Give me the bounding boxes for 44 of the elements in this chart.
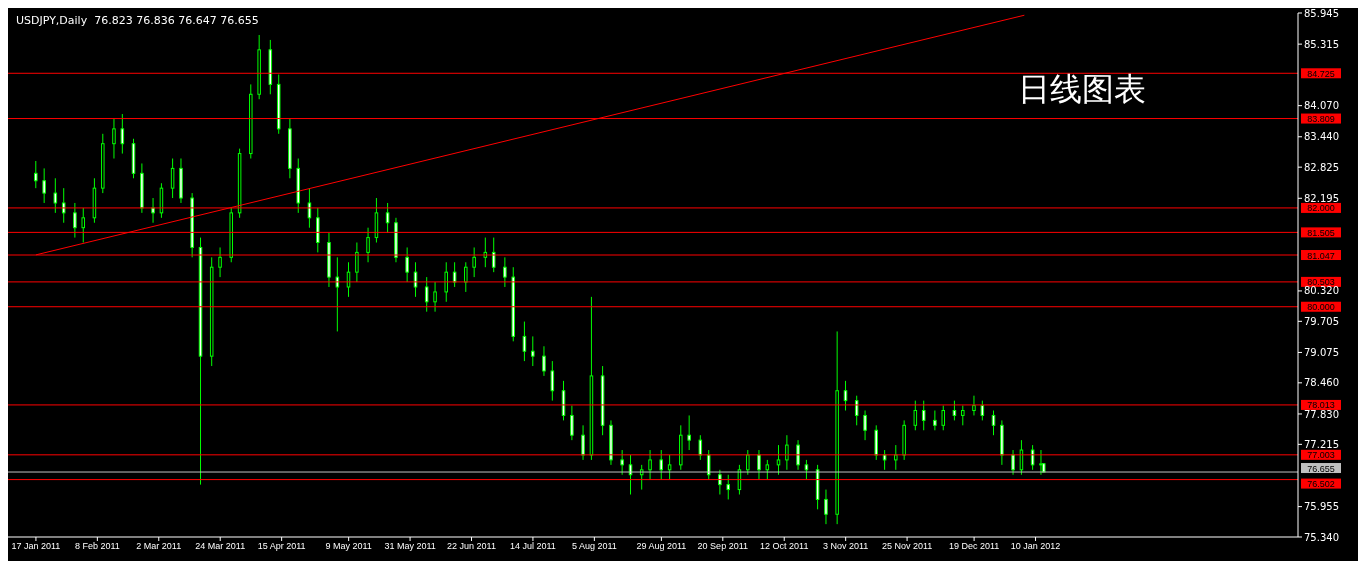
x-tick-label: 5 Aug 2011 bbox=[571, 541, 617, 552]
x-tick-label: 25 Nov 2011 bbox=[881, 541, 933, 552]
x-tick-label: 15 Apr 2011 bbox=[257, 541, 306, 552]
y-tick-label: 85.945 bbox=[1304, 7, 1339, 19]
y-tick-label: 75.955 bbox=[1304, 501, 1339, 513]
ref-line-label: 76.502 bbox=[1307, 479, 1335, 490]
y-tick-label: 82.825 bbox=[1304, 161, 1339, 173]
x-tick-label: 22 Jun 2011 bbox=[447, 541, 496, 552]
x-tick-label: 9 May 2011 bbox=[325, 541, 372, 552]
x-tick-label: 8 Feb 2011 bbox=[74, 541, 120, 552]
ref-line-label: 80.503 bbox=[1307, 277, 1335, 288]
y-tick-label: 79.075 bbox=[1304, 347, 1339, 358]
y-tick-label: 84.070 bbox=[1304, 100, 1339, 112]
ref-line-label: 81.047 bbox=[1307, 250, 1335, 261]
ref-line-label: 82.000 bbox=[1307, 203, 1335, 214]
y-tick-label: 85.315 bbox=[1304, 38, 1339, 50]
ref-line-label: 80.000 bbox=[1307, 302, 1335, 313]
y-tick-label: 79.705 bbox=[1304, 315, 1339, 327]
x-tick-label: 31 May 2011 bbox=[384, 541, 436, 552]
x-tick-label: 29 Aug 2011 bbox=[636, 541, 687, 552]
x-tick-label: 12 Oct 2011 bbox=[760, 541, 809, 552]
x-tick-label: 17 Jan 2011 bbox=[11, 541, 61, 552]
y-tick-label: 83.440 bbox=[1304, 131, 1339, 143]
ref-line-label: 84.725 bbox=[1307, 68, 1335, 79]
y-tick-label: 80.320 bbox=[1304, 285, 1339, 297]
x-tick-label: 10 Jan 2012 bbox=[1010, 541, 1061, 552]
ref-line-label: 77.003 bbox=[1307, 450, 1335, 461]
x-tick-label: 20 Sep 2011 bbox=[697, 541, 748, 552]
chart-title: USDJPY,Daily 76.823 76.836 76.647 76.655 bbox=[16, 14, 259, 27]
ref-line-label: 78.013 bbox=[1307, 400, 1335, 411]
ref-line-label: 83.809 bbox=[1307, 114, 1335, 125]
x-tick-label: 14 Jul 2011 bbox=[510, 541, 556, 552]
ref-line-label: 76.655 bbox=[1307, 463, 1335, 474]
y-tick-label: 77.215 bbox=[1304, 438, 1339, 450]
y-tick-label: 77.830 bbox=[1304, 408, 1339, 420]
x-tick-label: 24 Mar 2011 bbox=[195, 541, 246, 552]
y-tick-label: 75.340 bbox=[1304, 531, 1339, 543]
annotation: 日线图表 bbox=[1018, 69, 1146, 110]
ref-line-label: 81.505 bbox=[1307, 227, 1335, 238]
x-tick-label: 2 Mar 2011 bbox=[136, 541, 182, 552]
x-tick-label: 3 Nov 2011 bbox=[822, 541, 869, 552]
x-tick-label: 19 Dec 2011 bbox=[948, 541, 1000, 552]
y-tick-label: 82.195 bbox=[1304, 192, 1339, 204]
y-tick-label: 78.460 bbox=[1304, 377, 1339, 389]
